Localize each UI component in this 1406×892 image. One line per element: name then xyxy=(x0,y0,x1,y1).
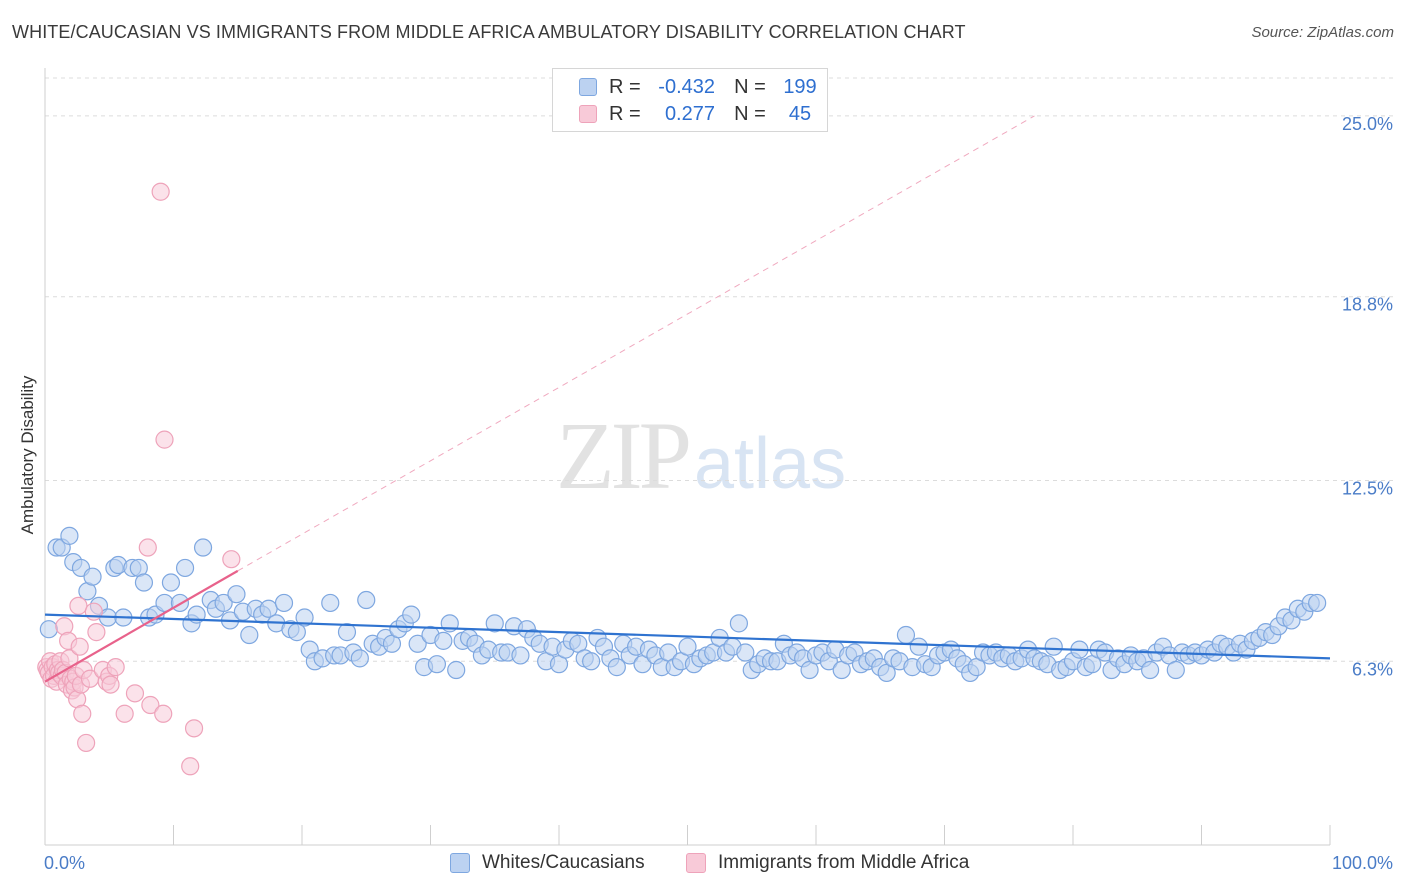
point-immigrants xyxy=(138,538,157,557)
stats-swatch-immigrants xyxy=(579,105,597,123)
trend-line-immigrants xyxy=(44,569,239,683)
legend-label-immigrants: Immigrants from Middle Africa xyxy=(718,852,970,873)
legend-swatch-immigrants xyxy=(686,853,706,873)
chart-title: WHITE/CAUCASIAN VS IMMIGRANTS FROM MIDDL… xyxy=(12,22,966,42)
point-whites xyxy=(60,526,79,545)
point-whites xyxy=(227,585,246,604)
point-whites xyxy=(434,631,453,650)
stats-r-label: R = xyxy=(609,102,641,125)
point-whites xyxy=(240,625,259,645)
point-immigrants xyxy=(181,757,200,776)
point-whites xyxy=(402,605,421,624)
point-immigrants xyxy=(151,182,170,201)
point-immigrants xyxy=(77,733,96,753)
point-immigrants xyxy=(101,675,120,694)
point-whites xyxy=(357,590,376,610)
point-immigrants xyxy=(73,704,92,723)
y-tick-label: 18.8% xyxy=(1342,295,1393,315)
point-whites xyxy=(214,593,233,613)
stats-row-whites: R = -0.432 N = 199 xyxy=(553,73,821,101)
legend-swatch-whites xyxy=(450,853,470,873)
stats-r-label: R = xyxy=(609,75,641,98)
point-whites xyxy=(736,643,755,662)
point-immigrants xyxy=(70,637,89,656)
watermark-atlas: atlas xyxy=(694,424,847,504)
point-immigrants xyxy=(87,623,106,642)
point-whites xyxy=(1140,660,1160,680)
point-immigrants xyxy=(222,550,241,569)
point-whites xyxy=(678,637,697,656)
point-whites xyxy=(485,614,504,633)
point-immigrants xyxy=(84,602,103,621)
point-whites xyxy=(511,646,530,665)
point-immigrants xyxy=(106,658,125,677)
series-immigrants-points xyxy=(37,182,241,776)
axes xyxy=(44,68,1331,846)
point-whites xyxy=(83,567,102,586)
point-whites xyxy=(1166,660,1185,680)
y-tick-label: 12.5% xyxy=(1342,478,1393,498)
series-whites-points xyxy=(39,526,1327,683)
stats-r-value: -0.432 xyxy=(658,75,715,98)
point-whites xyxy=(134,573,154,592)
point-whites xyxy=(321,593,340,613)
stats-n-label: N = xyxy=(734,75,766,98)
legend-item-whites[interactable]: Whites/Caucasians xyxy=(450,852,645,874)
stats-r-value: 0.277 xyxy=(664,102,715,125)
point-whites xyxy=(909,637,928,656)
point-immigrants xyxy=(184,719,204,738)
y-tick-label: 25.0% xyxy=(1342,114,1393,134)
stats-row-immigrants: R = 0.277 N = 45 xyxy=(553,100,821,128)
tick-labels: 6.3% 12.5% 18.8% 25.0% 0.0% 100.0% xyxy=(44,114,1393,873)
legend-label-whites: Whites/Caucasians xyxy=(482,852,645,873)
legend-item-immigrants[interactable]: Immigrants from Middle Africa xyxy=(686,852,969,874)
stats-box: R = -0.432 N = 199 R = 0.277 N = 45 xyxy=(552,68,828,132)
watermark: ZIPatlas xyxy=(556,400,846,511)
point-immigrants xyxy=(69,596,88,615)
point-whites xyxy=(350,649,369,668)
point-whites xyxy=(337,623,357,642)
point-immigrants xyxy=(154,704,173,723)
point-immigrants xyxy=(155,430,174,449)
point-whites xyxy=(1044,637,1063,656)
y-tick-label: 6.3% xyxy=(1352,659,1393,679)
point-whites xyxy=(1308,593,1327,613)
point-whites xyxy=(175,558,195,578)
stats-n-label: N = xyxy=(734,102,766,125)
point-whites xyxy=(274,593,294,613)
trend-line-immigrants-extension xyxy=(237,115,1035,572)
point-immigrants xyxy=(141,695,160,715)
point-whites xyxy=(408,634,427,653)
point-whites xyxy=(607,658,626,677)
x-tick-label: 0.0% xyxy=(44,853,85,873)
point-whites xyxy=(447,660,466,680)
point-whites xyxy=(161,573,181,592)
point-whites xyxy=(193,538,213,557)
stats-swatch-whites xyxy=(579,78,597,96)
point-immigrants xyxy=(115,704,134,723)
x-tick-label: 100.0% xyxy=(1332,853,1393,873)
trend-line-whites xyxy=(44,613,1331,660)
point-whites xyxy=(39,620,58,639)
point-immigrants xyxy=(125,684,145,703)
grid-lines xyxy=(45,77,1395,662)
stats-n-value: 45 xyxy=(788,102,812,125)
source-label: Source: ZipAtlas.com xyxy=(1251,24,1394,41)
point-whites xyxy=(582,652,601,671)
point-whites xyxy=(295,608,314,627)
point-whites xyxy=(729,614,749,633)
trend-lines xyxy=(44,115,1331,683)
watermark-zip: ZIP xyxy=(556,402,692,509)
point-whites xyxy=(427,655,447,674)
stats-n-value: 199 xyxy=(783,75,817,98)
